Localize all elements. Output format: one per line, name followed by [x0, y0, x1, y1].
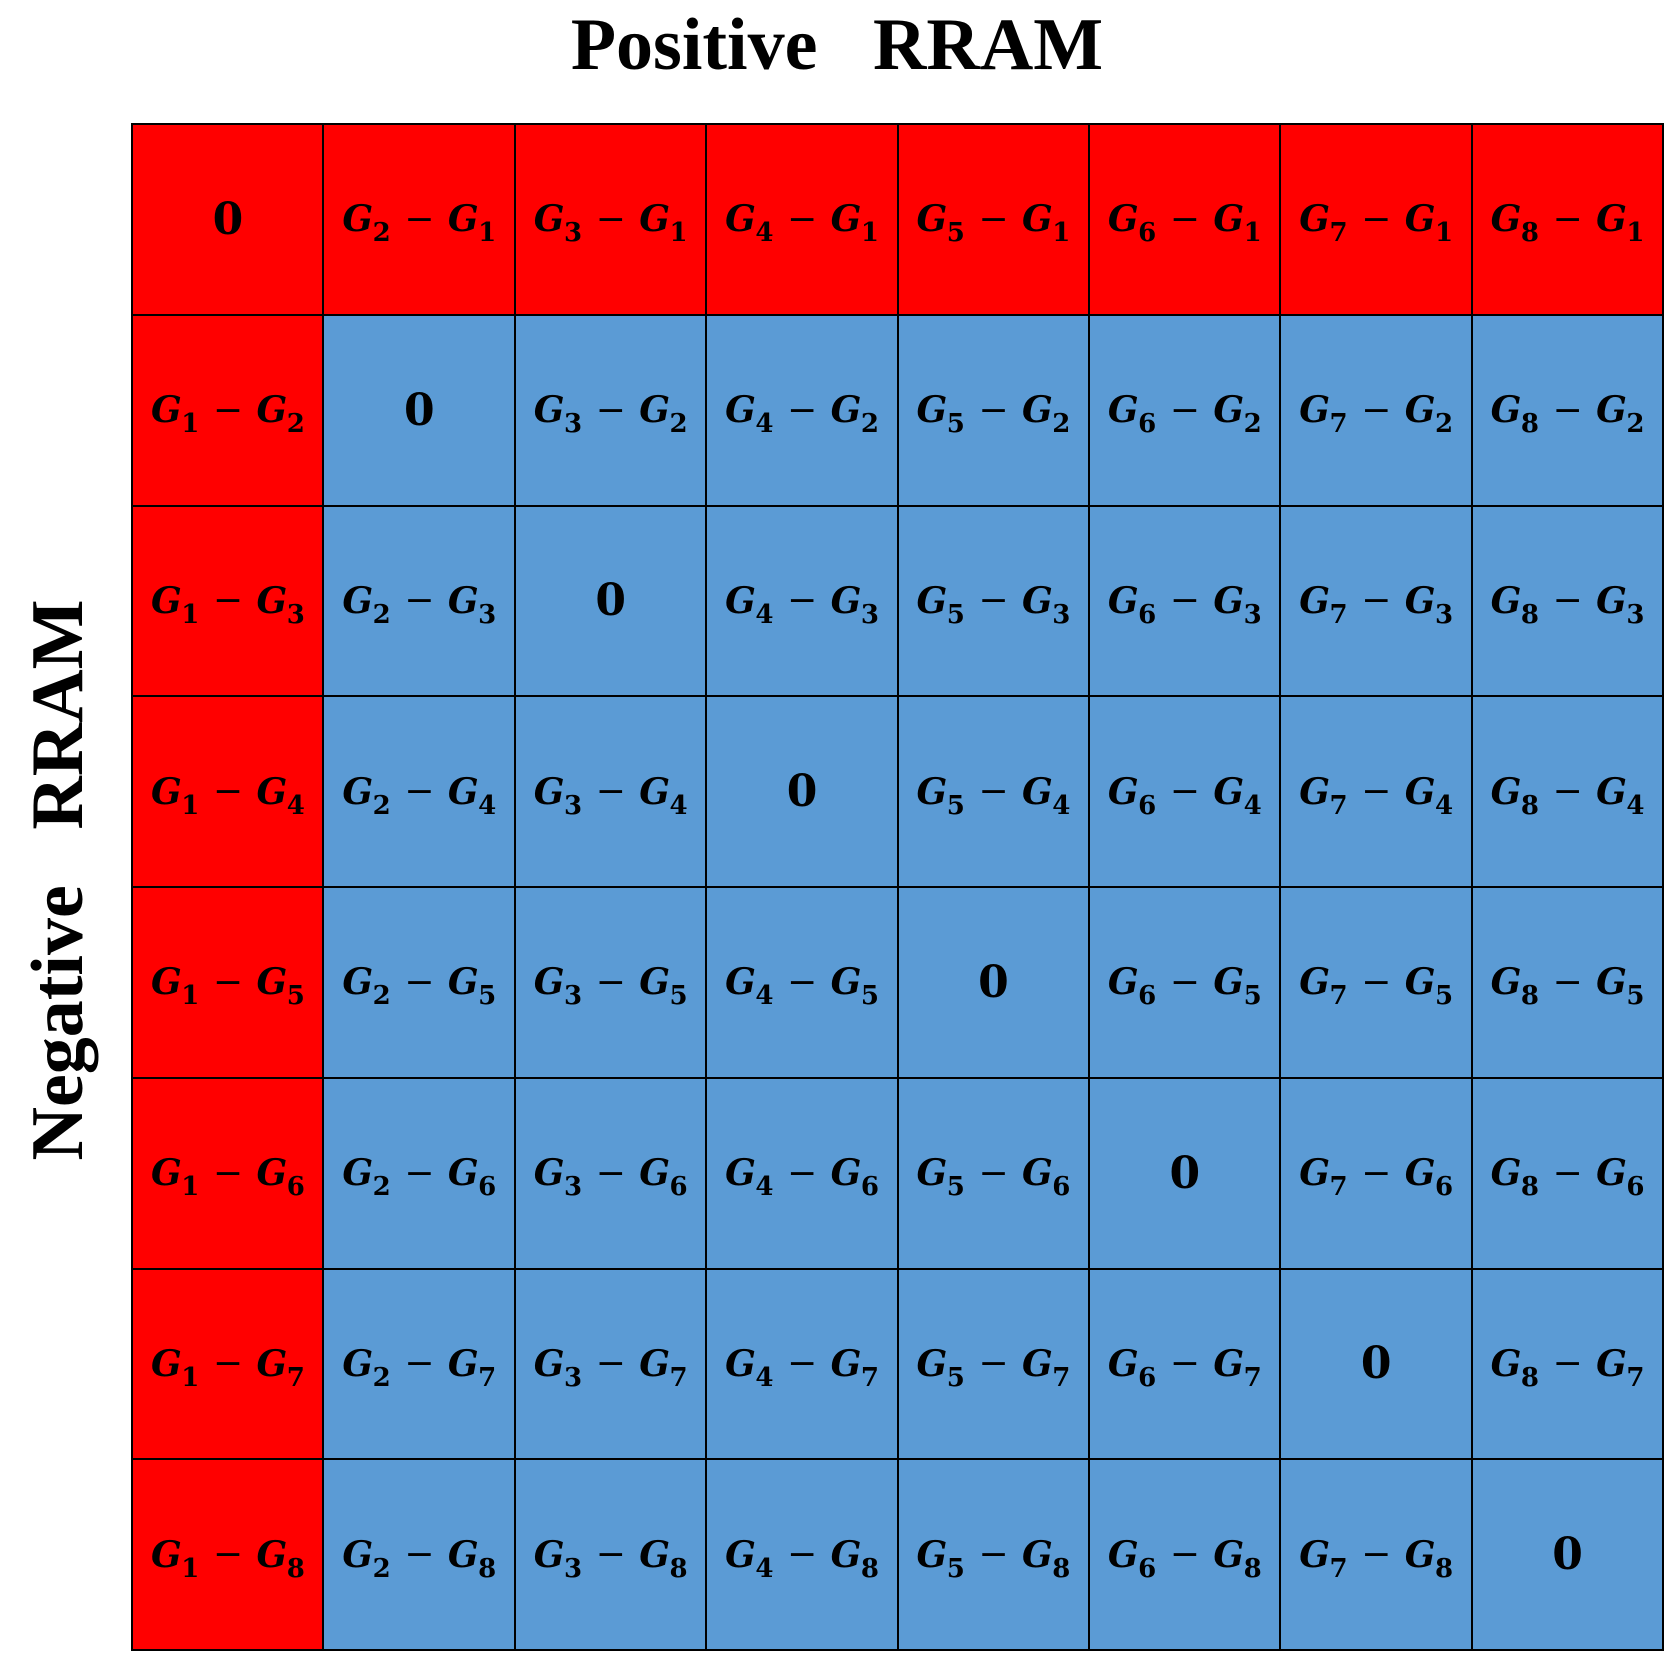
conductance-difference-matrix: 0 G2− G1 G3− G1 G4− G1 G5− G1 G6− G1 G7− G1 G8− G1 G1− G… [131, 123, 1664, 1651]
matrix-cell-r8-c8: 0 [1472, 1460, 1662, 1649]
matrix-cell-r6-c5: G5− G6 [898, 1078, 1088, 1268]
matrix-cell-r6-c8: G8− G6 [1472, 1078, 1662, 1268]
matrix-cell-r4-c5: G5− G4 [898, 697, 1088, 886]
matrix-cell-r8-c6: G6− G8 [1089, 1460, 1280, 1649]
matrix-cell-r7-c1: G1− G7 [133, 1269, 323, 1459]
matrix-cell-r1-c3: G3− G1 [515, 125, 706, 314]
matrix-cell-r5-c7: G7− G5 [1281, 888, 1471, 1077]
matrix-cell-r5-c1: G1− G5 [133, 888, 323, 1077]
matrix-cell-r1-c8: G8− G1 [1472, 125, 1662, 314]
matrix-cell-r1-c4: G4− G1 [707, 125, 897, 314]
matrix-cell-r8-c2: G2− G8 [324, 1460, 514, 1649]
matrix-cell-r3-c5: G5− G3 [898, 506, 1088, 696]
matrix-cell-r7-c2: G2− G7 [324, 1269, 514, 1459]
matrix-cell-r4-c6: G6− G4 [1089, 697, 1280, 886]
matrix-cell-r5-c4: G4− G5 [707, 888, 897, 1077]
matrix-cell-r5-c8: G8− G5 [1472, 888, 1662, 1077]
matrix-cell-r1-c2: G2− G1 [324, 125, 514, 314]
matrix-cell-r7-c8: G8− G7 [1472, 1269, 1662, 1459]
matrix-cell-r7-c7: 0 [1281, 1269, 1471, 1459]
matrix-cell-r6-c7: G7− G6 [1281, 1078, 1471, 1268]
matrix-cell-r8-c3: G3− G8 [515, 1460, 706, 1649]
matrix-cell-r8-c4: G4− G8 [707, 1460, 897, 1649]
matrix-cell-r5-c5: 0 [898, 888, 1088, 1077]
matrix-cell-r1-c6: G6− G1 [1089, 125, 1280, 314]
matrix-cell-r4-c2: G2− G4 [324, 697, 514, 886]
negative-rram-title: Negative RRAM [17, 599, 99, 1161]
matrix-cell-r6-c1: G1− G6 [133, 1078, 323, 1268]
matrix-cell-r7-c3: G3− G7 [515, 1269, 706, 1459]
matrix-cell-r5-c6: G6− G5 [1089, 888, 1280, 1077]
matrix-cell-r1-c5: G5− G1 [898, 125, 1088, 314]
matrix-cell-r3-c4: G4− G3 [707, 506, 897, 696]
matrix-cell-r2-c7: G7− G2 [1281, 315, 1471, 505]
matrix-cell-r6-c4: G4− G6 [707, 1078, 897, 1268]
matrix-cell-r4-c1: G1− G4 [133, 697, 323, 886]
positive-rram-title: Positive RRAM [570, 4, 1104, 86]
matrix-cell-r8-c1: G1− G8 [133, 1460, 323, 1649]
matrix-cell-r3-c6: G6− G3 [1089, 506, 1280, 696]
matrix-cell-r2-c6: G6− G2 [1089, 315, 1280, 505]
matrix-cell-r4-c7: G7− G4 [1281, 697, 1471, 886]
matrix-cell-r7-c4: G4− G7 [707, 1269, 897, 1459]
matrix-cell-r1-c1: 0 [133, 125, 323, 314]
matrix-cell-r2-c4: G4− G2 [707, 315, 897, 505]
matrix-cell-r6-c3: G3− G6 [515, 1078, 706, 1268]
matrix-cell-r7-c5: G5− G7 [898, 1269, 1088, 1459]
matrix-cell-r2-c5: G5− G2 [898, 315, 1088, 505]
matrix-cell-r6-c6: 0 [1089, 1078, 1280, 1268]
matrix-cell-r8-c5: G5− G8 [898, 1460, 1088, 1649]
matrix-cell-r4-c3: G3− G4 [515, 697, 706, 886]
matrix-cell-r2-c3: G3− G2 [515, 315, 706, 505]
matrix-cell-r3-c1: G1− G3 [133, 506, 323, 696]
matrix-cell-r3-c7: G7− G3 [1281, 506, 1471, 696]
matrix-cell-r3-c8: G8− G3 [1472, 506, 1662, 696]
matrix-cell-r5-c2: G2− G5 [324, 888, 514, 1077]
matrix-cell-r8-c7: G7− G8 [1281, 1460, 1471, 1649]
matrix-cell-r4-c4: 0 [707, 697, 897, 886]
matrix-cell-r4-c8: G8− G4 [1472, 697, 1662, 886]
matrix-cell-r7-c6: G6− G7 [1089, 1269, 1280, 1459]
matrix-cell-r2-c8: G8− G2 [1472, 315, 1662, 505]
matrix-cell-r3-c3: 0 [515, 506, 706, 696]
matrix-cell-r6-c2: G2− G6 [324, 1078, 514, 1268]
matrix-cell-r1-c7: G7− G1 [1281, 125, 1471, 314]
matrix-cell-r2-c1: G1− G2 [133, 315, 323, 505]
matrix-cell-r3-c2: G2− G3 [324, 506, 514, 696]
matrix-cell-r5-c3: G3− G5 [515, 888, 706, 1077]
matrix-cell-r2-c2: 0 [324, 315, 514, 505]
